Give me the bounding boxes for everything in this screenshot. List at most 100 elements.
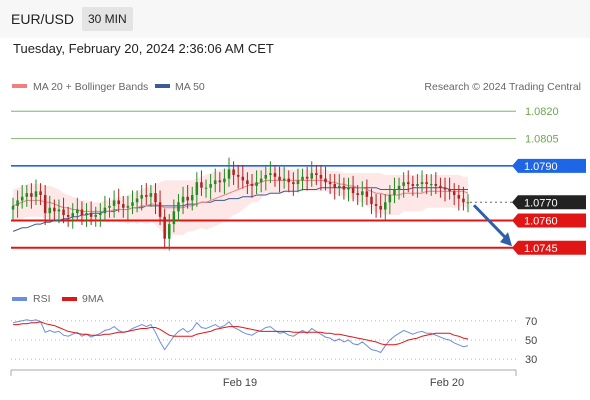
x-tick-feb-20: Feb 20 [430, 377, 464, 389]
candle-body [296, 180, 300, 185]
candle-body [305, 176, 309, 179]
ma50-line [12, 187, 468, 232]
candle-body [53, 207, 56, 212]
candle-body [301, 176, 304, 181]
legend-ma50: MA 50 [175, 81, 205, 93]
candle-body [122, 204, 125, 208]
ma20-line [12, 179, 469, 212]
level-label-1.0820: 1.0820 [525, 106, 559, 118]
candle-body [94, 215, 97, 217]
candle-body [347, 187, 350, 190]
projection-arrow-line [472, 204, 508, 240]
candle-body [163, 216, 166, 239]
level-label-1.0745: 1.0745 [524, 243, 558, 255]
candle-body [149, 193, 153, 197]
candle-body [425, 182, 428, 185]
candle-body [292, 182, 295, 185]
x-tick-feb-19: Feb 19 [223, 377, 257, 389]
top-bar: EUR/USD 30 MIN [0, 0, 590, 38]
candle-body [30, 193, 33, 197]
candle-body [324, 178, 327, 183]
candle-body [259, 178, 263, 183]
candle-body [16, 200, 19, 206]
candle-body [57, 209, 61, 212]
legend-ma50-swatch [155, 84, 170, 88]
candle-body [379, 205, 382, 210]
candle-body [76, 209, 79, 214]
bollinger-band [13, 165, 468, 235]
candle-body [411, 184, 415, 186]
level-tag-1.0770 [512, 195, 586, 210]
candle-body [416, 184, 419, 186]
rsi-tick-70: 70 [525, 316, 537, 328]
candle-body [269, 173, 272, 175]
candle-body [43, 194, 47, 214]
candle-body [126, 205, 130, 208]
candle-body [25, 193, 29, 197]
legend-rsi-ma: 9MA [82, 293, 104, 305]
candle-body [158, 202, 162, 217]
candle-body [209, 184, 212, 188]
candle-body [370, 196, 373, 205]
candle-body [462, 198, 465, 203]
candle-body [20, 196, 24, 201]
candle-body [177, 202, 180, 212]
candle-body [108, 205, 111, 208]
legend-ma20-swatch [12, 84, 27, 88]
candle-body [452, 191, 456, 195]
candle-body [356, 193, 359, 195]
candle-body [39, 191, 42, 195]
candle-body [213, 180, 217, 185]
candle-body [278, 176, 281, 181]
candle-body [457, 194, 461, 199]
candle-body [62, 209, 65, 216]
candle-body [89, 213, 93, 217]
candle-body [241, 176, 245, 181]
candle-body [117, 200, 120, 205]
candle-body [103, 207, 107, 214]
candle-body [218, 180, 222, 183]
candle-body [374, 204, 378, 206]
candle-body [384, 202, 387, 210]
candle-body [351, 187, 355, 194]
candle-body [246, 180, 249, 185]
candle-body [255, 182, 258, 186]
candle-body [140, 194, 143, 199]
candle-body [333, 184, 336, 188]
candle-body [181, 196, 185, 203]
candle-body [99, 213, 102, 216]
candle-body [223, 178, 226, 183]
candle-body [167, 224, 171, 239]
candle-body [342, 185, 346, 190]
candle-body [448, 189, 451, 192]
candle-body [204, 187, 208, 189]
candle-body [338, 185, 341, 188]
candle-body [319, 174, 323, 179]
candle-body [227, 169, 231, 179]
rsi-line [12, 319, 469, 354]
candle-body [236, 174, 240, 177]
candle-body [172, 211, 176, 225]
candle-body [80, 209, 84, 216]
candle-body [48, 207, 52, 214]
candle-body [273, 173, 277, 177]
candle-body [71, 213, 75, 217]
candle-body [466, 202, 470, 204]
candle-body [186, 196, 189, 201]
candle-body [190, 194, 194, 201]
chart-datetime: Tuesday, February 20, 2024 2:36:06 AM CE… [13, 41, 274, 56]
rsi-ma-line [13, 321, 469, 346]
candle-body [361, 191, 364, 195]
candle-body [232, 169, 235, 175]
level-label-1.0770: 1.0770 [524, 197, 558, 209]
timeframe-badge[interactable]: 30 MIN [82, 7, 133, 31]
candle-body [11, 205, 15, 210]
level-tag-1.0745 [512, 240, 586, 255]
candle-body [112, 200, 116, 206]
level-tag-1.0790 [512, 158, 586, 173]
candle-body [393, 189, 396, 195]
candle-body [135, 198, 139, 203]
candle-body [145, 194, 148, 197]
candle-body [406, 182, 410, 185]
